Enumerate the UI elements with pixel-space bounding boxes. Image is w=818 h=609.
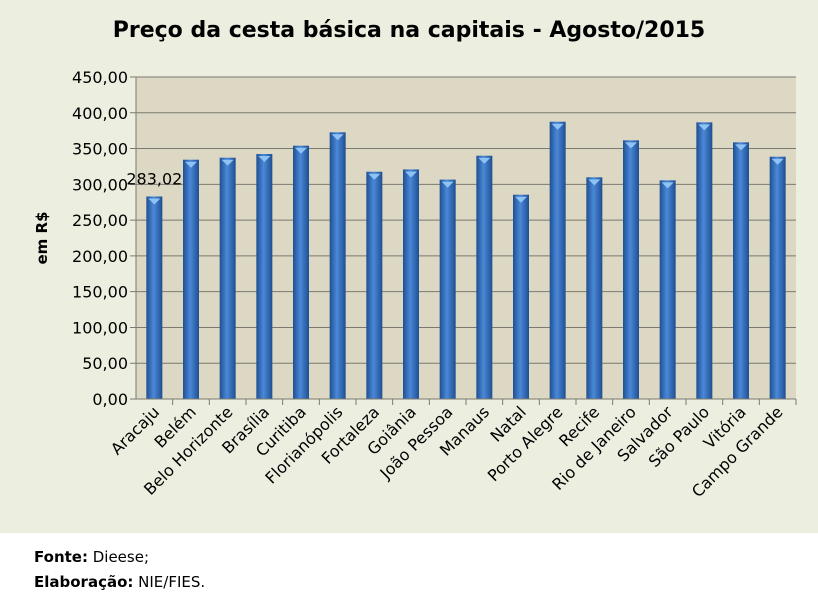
y-tick-label: 350,00 [72, 140, 128, 159]
bar [329, 132, 346, 399]
bar [769, 156, 786, 399]
bar-cap [735, 144, 747, 151]
bar-cap [515, 196, 527, 203]
made-value: NIE/FIES. [133, 573, 206, 591]
source-value: Dieese; [87, 548, 150, 566]
bar-cap [661, 182, 674, 189]
y-tick-label: 400,00 [72, 104, 128, 123]
bar-cap [258, 155, 271, 162]
chart-title: Preço da cesta básica na capitais - Agos… [112, 18, 706, 43]
y-tick-label: 50,00 [82, 354, 128, 373]
footer-made: Elaboração: NIE/FIES. [34, 573, 205, 591]
source-label: Fonte: [34, 548, 88, 566]
bar-cap [625, 142, 637, 149]
plot-area [136, 77, 796, 399]
bar-cap [331, 134, 344, 141]
bar [733, 142, 749, 400]
bar [403, 169, 419, 399]
bar [696, 122, 713, 400]
y-tick-label: 0,00 [92, 390, 128, 409]
bar [659, 180, 676, 399]
bar [219, 157, 236, 399]
x-tick-label: Aracaju [107, 402, 163, 458]
bar-cap [478, 157, 491, 164]
bar-cap [771, 158, 784, 165]
y-axis-label: em R$ [33, 211, 51, 264]
bar-cap [588, 179, 601, 186]
bar [256, 153, 273, 399]
bar-cap [295, 147, 307, 154]
bar-chart: em R$ 0,00 50,00 100,00 150,00 200,00 250,00 3… [33, 68, 797, 501]
bar [146, 196, 163, 399]
chart-area: Preço da cesta básica na capitais - Agos… [0, 0, 818, 533]
bar-cap [185, 161, 197, 168]
y-tick-label: 150,00 [72, 283, 128, 302]
bar [586, 177, 603, 399]
bar [439, 179, 456, 399]
y-tick-label: 200,00 [72, 247, 128, 266]
footer-source: Fonte: Dieese; [34, 548, 149, 566]
bar-cap [148, 198, 161, 205]
bar [513, 194, 529, 399]
y-tick-label: 450,00 [72, 68, 128, 87]
bar [549, 121, 566, 399]
bar-cap [405, 171, 417, 178]
y-tick-label: 100,00 [72, 318, 128, 337]
data-label: 283,02 [126, 169, 182, 188]
y-tick-label: 300,00 [72, 175, 128, 194]
y-tick-label: 250,00 [72, 211, 128, 230]
bar [183, 159, 199, 399]
bar-cap [551, 123, 564, 130]
bar-cap [221, 159, 234, 166]
bar [476, 155, 493, 399]
bar-cap [441, 181, 454, 188]
bar [366, 171, 383, 399]
bar [623, 140, 639, 399]
bar [293, 145, 309, 399]
bar-cap [368, 173, 381, 180]
made-label: Elaboração: [34, 573, 134, 591]
bar-cap [698, 124, 711, 131]
